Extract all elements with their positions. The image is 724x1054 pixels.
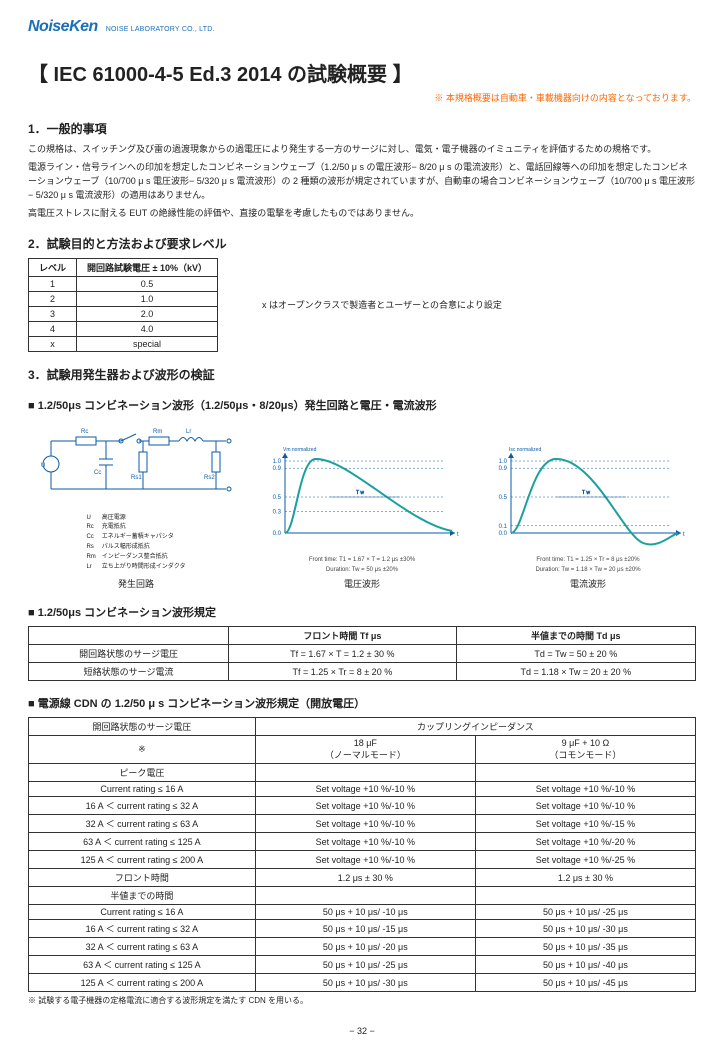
current-waveform: 0.00.1 0.5 0.9 1.0Isc normalized t T w (483, 443, 693, 553)
header: NoiseKen NOISE LABORATORY CO., LTD. (28, 18, 696, 36)
svg-text:Rs1: Rs1 (131, 475, 142, 481)
cdn-table: 開回路状態のサージ電圧カップリングインピーダンス※18 μF（ノーマルモード）9… (28, 717, 696, 992)
section1-para2: 電源ライン・信号ラインへの印加を想定したコンビネーションウェーブ（1.2/50 … (28, 161, 696, 203)
circuit-legend: U高圧電源Rc充電抵抗Ccエネルギー蓄積キャパシタRsパルス幅形成抵抗Rmインピ… (82, 513, 189, 574)
page-number: − 32 − (28, 1026, 696, 1036)
voltage-meta2: Duration: Tw = 50 μs ±20% (326, 567, 398, 573)
current-caption: 電流波形 (570, 577, 606, 590)
page-title: 【 IEC 61000-4-5 Ed.3 2014 の試験概要 】 (28, 58, 696, 87)
section3-sub1: ■ 1.2/50μs コンビネーション波形（1.2/50μs・8/20μs）発生… (28, 397, 696, 413)
svg-text:t: t (683, 532, 685, 538)
svg-text:0.9: 0.9 (273, 467, 282, 473)
svg-text:0.5: 0.5 (499, 495, 508, 501)
svg-text:Rs2: Rs2 (204, 475, 215, 481)
section1-para1: この規格は、スイッチング及び雷の過渡現象からの過電圧により発生する一方のサージに… (28, 143, 696, 157)
level-table: レベル開回路試験電圧 ± 10%（kV）10.521.032.044.0xspe… (28, 258, 218, 352)
cdn-note: ※ 試験する電子機器の定格電流に適合する波形規定を満たす CDN を用いる。 (28, 995, 696, 1006)
svg-text:T w: T w (582, 490, 590, 496)
svg-text:Isc normalized: Isc normalized (509, 447, 541, 453)
svg-text:0.0: 0.0 (273, 531, 282, 537)
title-note: ※ 本規格概要は自動車・車載機器向けの内容となっております。 (28, 91, 696, 104)
circuit-col: Rc Rm Lr Cc Rs1 Rs2 U U高圧電源Rc充電抵抗Ccエネルギー… (28, 419, 244, 591)
svg-text:Rm: Rm (153, 429, 162, 435)
current-col: 0.00.1 0.5 0.9 1.0Isc normalized t T w Front … (480, 443, 696, 590)
level-note: x はオープンクラスで製造者とユーザーとの合意により設定 (262, 298, 502, 311)
svg-text:Vm normalized: Vm normalized (283, 447, 317, 453)
section3-sub2: ■ 1.2/50μs コンビネーション波形規定 (28, 604, 696, 620)
svg-text:0.1: 0.1 (499, 524, 508, 530)
svg-text:T w: T w (356, 490, 364, 496)
voltage-col: 0.0 0.3 0.5 0.9 1.0Vm normalized t T w Front t… (254, 443, 470, 590)
section2-heading: 2．試験目的と方法および要求レベル (28, 235, 696, 252)
section1-para3: 高電圧ストレスに耐える EUT の絶縁性能の評価や、直接の電撃を考慮したものでは… (28, 207, 696, 221)
diagram-row: Rc Rm Lr Cc Rs1 Rs2 U U高圧電源Rc充電抵抗Ccエネルギー… (28, 419, 696, 591)
logo: NoiseKen (28, 18, 98, 36)
svg-text:1.0: 1.0 (273, 459, 282, 465)
svg-text:Rc: Rc (81, 429, 88, 435)
circuit-diagram: Rc Rm Lr Cc Rs1 Rs2 U (31, 419, 241, 509)
current-meta1: Front time: T1 = 1.25 × Tr = 8 μs ±20% (536, 557, 639, 563)
voltage-meta1: Front time: T1 = 1.67 × T = 1.2 μs ±30% (309, 557, 415, 563)
combination-table: フロント時間 Tf μs半値までの時間 Td μs開回路状態のサージ電圧Tf =… (28, 626, 696, 681)
svg-text:0.0: 0.0 (499, 531, 508, 537)
circuit-caption: 発生回路 (118, 577, 154, 590)
svg-text:0.5: 0.5 (273, 495, 282, 501)
svg-text:Cc: Cc (94, 470, 101, 476)
section1-heading: 1．一般的事項 (28, 120, 696, 137)
svg-text:0.9: 0.9 (499, 467, 508, 473)
svg-text:t: t (457, 532, 459, 538)
svg-text:Lr: Lr (186, 429, 191, 435)
section3-sub3: ■ 電源線 CDN の 1.2/50 μ s コンビネーション波形規定（開放電圧… (28, 695, 696, 711)
svg-text:0.3: 0.3 (273, 510, 282, 516)
current-meta2: Duration: Tw = 1.18 × Tw = 20 μs ±20% (535, 567, 640, 573)
logo-subtitle: NOISE LABORATORY CO., LTD. (106, 26, 215, 33)
section3-heading: 3．試験用発生器および波形の検証 (28, 366, 696, 383)
voltage-waveform: 0.0 0.3 0.5 0.9 1.0Vm normalized t T w (257, 443, 467, 553)
voltage-caption: 電圧波形 (344, 577, 380, 590)
svg-text:U: U (41, 463, 45, 469)
svg-text:1.0: 1.0 (499, 459, 508, 465)
